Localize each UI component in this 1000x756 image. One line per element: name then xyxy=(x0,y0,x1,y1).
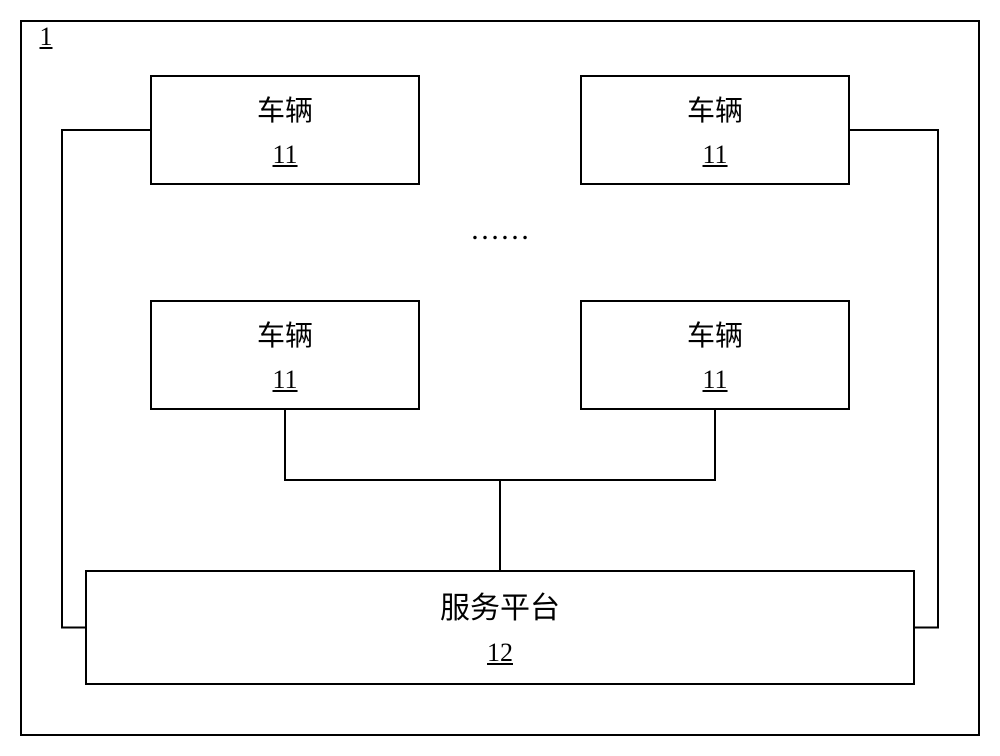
vehicle-ref-3: 11 xyxy=(703,364,728,395)
vehicle-name-1: 车辆 xyxy=(687,95,743,129)
vehicle-ref-0: 11 xyxy=(273,139,298,170)
vehicle-ref-2: 11 xyxy=(273,364,298,395)
ellipsis: …… xyxy=(470,212,530,248)
diagram-stage: 1 车辆 11 车辆 11 车辆 11 车辆 11 …… 服务平台 12 xyxy=(0,0,1000,756)
vehicle-name-3: 车辆 xyxy=(687,320,743,354)
vehicle-name-0: 车辆 xyxy=(257,95,313,129)
vehicle-name-2: 车辆 xyxy=(257,320,313,354)
service-platform-name: 服务平台 xyxy=(440,591,560,627)
service-platform-ref: 12 xyxy=(487,637,513,668)
system-ref-label: 1 xyxy=(40,21,53,52)
vehicle-ref-1: 11 xyxy=(703,139,728,170)
